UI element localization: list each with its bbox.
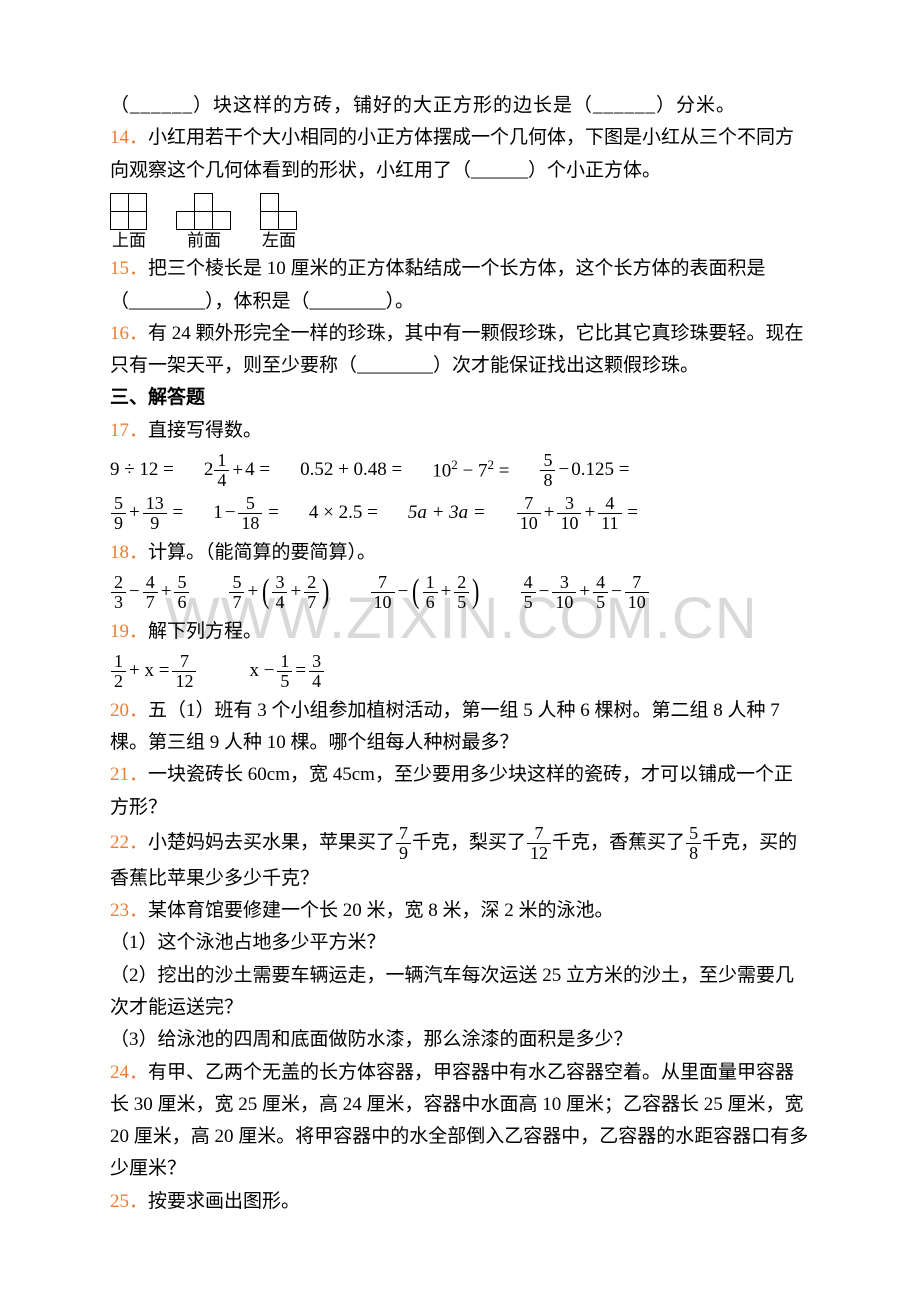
q19-number: 19． (110, 621, 148, 642)
q14-figures: 上面 前面 左面 (110, 193, 810, 251)
q18-number: 18． (110, 542, 148, 563)
q14: 14．小红用若干个大小相同的小正方体摆成一个几何体，下图是小红从三个不同方向观察… (110, 122, 810, 187)
q25-number: 25． (110, 1191, 148, 1212)
q23-item-2: （2）挖出的沙土需要车辆运走，一辆汽车每次运送 25 立方米的沙土，至少需要几次… (110, 960, 810, 1025)
q24-number: 24． (110, 1062, 148, 1083)
view-figure: 上面 (110, 193, 148, 251)
orthographic-view-icon (110, 193, 148, 231)
q18-title-line: 18．计算。（能简算的要简算）。 (110, 537, 810, 569)
q23-lead: 某体育馆要修建一个长 20 米，宽 8 米，深 2 米的泳池。 (148, 900, 614, 921)
q24-text: 有甲、乙两个无盖的长方体容器，甲容器中有水乙容器空着。从里面量甲容器长 30 厘… (110, 1062, 808, 1180)
q23-item-3: （3）给泳池的四周和底面做防水漆，那么涂漆的面积是多少？ (110, 1024, 810, 1056)
q17-title-line: 17．直接写得数。 (110, 415, 810, 447)
q19-title-line: 19．解下列方程。 (110, 616, 810, 648)
q23-item-1: （1）这个泳池占地多少平方米？ (110, 927, 810, 959)
view-figure: 前面 (176, 193, 232, 251)
q23-number: 23． (110, 900, 148, 921)
view-label: 上面 (112, 231, 146, 251)
q16-text: 有 24 颗外形完全一样的珍珠，其中有一颗假珍珠，它比其它真珍珠要轻。现在只有一… (110, 323, 804, 376)
q21-text: 一块瓷砖长 60cm，宽 45cm，至少要用多少块这样的瓷砖，才可以铺成一个正方… (110, 764, 793, 817)
q16: 16．有 24 颗外形完全一样的珍珠，其中有一颗假珍珠，它比其它真珍珠要轻。现在… (110, 318, 810, 383)
q13-continuation: （______）块这样的方砖，铺好的大正方形的边长是（______）分米。 (110, 90, 810, 122)
q24: 24．有甲、乙两个无盖的长方体容器，甲容器中有水乙容器空着。从里面量甲容器长 3… (110, 1057, 810, 1186)
q21-number: 21． (110, 764, 148, 785)
q19-title: 解下列方程。 (148, 621, 262, 642)
q14-text: 小红用若干个大小相同的小正方体摆成一个几何体，下图是小红从三个不同方向观察这个几… (110, 127, 794, 180)
q18-row: 23−47+5657+(34+27)710−(16+25)45−310+45−7… (110, 573, 810, 612)
q23: 23．某体育馆要修建一个长 20 米，宽 8 米，深 2 米的泳池。 (110, 895, 810, 927)
q17-row2: 59+139 =1−518 =4 × 2.5 =5a + 3a =710+310… (110, 494, 810, 533)
orthographic-view-icon (260, 193, 298, 231)
q15-number: 15． (110, 258, 148, 279)
q25: 25．按要求画出图形。 (110, 1186, 810, 1218)
q19-row: 12+ x =712x −15=34 (110, 652, 810, 691)
q21: 21．一块瓷砖长 60cm，宽 45cm，至少要用多少块这样的瓷砖，才可以铺成一… (110, 759, 810, 824)
q20-text: 五（1）班有 3 个小组参加植树活动，第一组 5 人种 6 棵树。第二组 8 人… (110, 700, 780, 753)
q16-number: 16． (110, 323, 148, 344)
view-figure: 左面 (260, 193, 298, 251)
q22-number: 22． (110, 832, 148, 853)
view-label: 左面 (262, 231, 296, 251)
q22: 22．小楚妈妈去买水果，苹果买了79千克，梨买了712千克，香蕉买了58千克，买… (110, 824, 810, 895)
q15-text: 把三个棱长是 10 厘米的正方体黏结成一个长方体，这个长方体的表面积是（____… (110, 258, 766, 311)
view-label: 前面 (187, 231, 221, 251)
orthographic-view-icon (176, 193, 232, 231)
q14-number: 14． (110, 127, 148, 148)
q25-text: 按要求画出图形。 (148, 1191, 300, 1212)
q15: 15．把三个棱长是 10 厘米的正方体黏结成一个长方体，这个长方体的表面积是（_… (110, 253, 810, 318)
q17-number: 17． (110, 420, 148, 441)
q17-row1: 9 ÷ 12 =214+4 =0.52 + 0.48 =102 − 72 =58… (110, 451, 810, 490)
section-3-title: 三、解答题 (110, 382, 810, 414)
q18-title: 计算。（能简算的要简算）。 (148, 542, 376, 563)
q20-number: 20． (110, 700, 148, 721)
q20: 20．五（1）班有 3 个小组参加植树活动，第一组 5 人种 6 棵树。第二组 … (110, 695, 810, 760)
q17-title: 直接写得数。 (148, 420, 262, 441)
